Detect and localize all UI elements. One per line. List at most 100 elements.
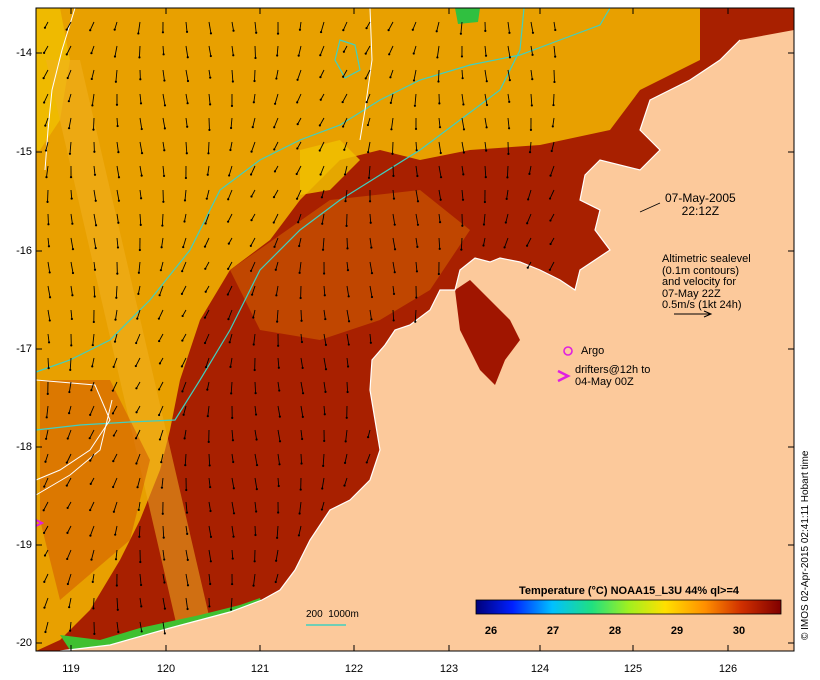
velocity-arrow-head (255, 510, 258, 513)
velocity-arrow-head (415, 149, 418, 152)
velocity-arrow (162, 69, 165, 81)
velocity-arrow (526, 237, 532, 246)
velocity-arrow-head (276, 32, 280, 35)
velocity-arrow (415, 213, 419, 225)
velocity-arrow-head (157, 317, 160, 320)
velocity-arrow-head (460, 55, 464, 58)
velocity-arrow (323, 381, 326, 392)
velocity-arrow-head (300, 462, 303, 465)
velocity-arrow-head (438, 126, 442, 129)
velocity-arrow-head (113, 55, 117, 58)
velocity-arrow (185, 69, 189, 82)
velocity-arrow (365, 69, 371, 79)
velocity-arrow-head (91, 343, 94, 347)
velocity-arrow (392, 237, 396, 250)
velocity-arrow-head (204, 365, 208, 369)
velocity-arrow-head (139, 560, 142, 564)
velocity-arrow-head (89, 413, 92, 416)
axis-ticks (36, 8, 794, 651)
bathymetry-contour-200m (35, 7, 525, 431)
velocity-arrow-head (65, 53, 68, 56)
velocity-arrow-head (439, 176, 443, 179)
velocity-arrow (413, 69, 417, 81)
velocity-arrow-head (255, 31, 258, 34)
velocity-arrow (67, 69, 72, 79)
velocity-arrow (135, 429, 141, 439)
velocity-arrow (483, 237, 486, 246)
velocity-arrow-head (136, 317, 139, 320)
velocity-arrow (415, 165, 418, 177)
velocity-arrow-head (181, 270, 184, 273)
velocity-arrow-head (67, 127, 71, 130)
velocity-arrow (162, 525, 165, 538)
transition-region (40, 380, 150, 600)
velocity-arrow-head (438, 247, 441, 250)
velocity-arrow (136, 309, 141, 319)
velocity-arrow (208, 21, 212, 34)
velocity-arrow (68, 597, 72, 608)
date-leader-line (639, 202, 661, 213)
velocity-arrow (229, 333, 233, 343)
velocity-arrow (530, 69, 533, 80)
velocity-arrow (91, 549, 95, 560)
velocity-arrow-head (182, 413, 185, 416)
velocity-arrow (461, 189, 464, 200)
velocity-arrow (208, 501, 211, 512)
velocity-arrow-head (552, 103, 555, 107)
velocity-arrow-head (66, 437, 69, 440)
velocity-arrow-head (347, 343, 350, 346)
velocity-arrow (135, 357, 141, 367)
velocity-arrow-head (116, 124, 119, 128)
velocity-arrow-head (42, 509, 45, 512)
velocity-arrow (484, 165, 487, 178)
velocity-arrow (549, 261, 555, 271)
velocity-arrow-head (116, 272, 119, 275)
velocity-arrow (89, 429, 95, 439)
velocity-arrow (277, 429, 281, 442)
velocity-arrow (185, 525, 188, 534)
velocity-arrow-head (365, 461, 368, 464)
velocity-arrow-head (459, 32, 462, 35)
velocity-arrow (388, 45, 394, 55)
velocity-arrow-head (183, 199, 187, 202)
velocity-arrow (300, 453, 302, 464)
velocity-arrow-head (324, 343, 328, 346)
velocity-arrow (70, 285, 73, 296)
velocity-arrow-head (66, 531, 69, 534)
velocity-arrow (67, 525, 72, 534)
velocity-arrow-head (324, 390, 327, 393)
velocity-arrow (299, 501, 302, 514)
velocity-arrow-head (42, 51, 46, 54)
velocity-arrow-head (232, 29, 235, 32)
velocity-arrow (392, 261, 396, 273)
velocity-arrow (436, 45, 440, 58)
velocity-arrow (136, 381, 141, 389)
velocity-arrow-head (203, 316, 207, 319)
velocity-arrow (46, 405, 49, 418)
velocity-arrow (344, 453, 348, 464)
velocity-arrow-head (185, 511, 189, 514)
velocity-arrow-head (296, 101, 299, 104)
velocity-arrow-head (369, 221, 372, 224)
velocity-arrow-head (299, 296, 302, 300)
velocity-arrow (231, 429, 234, 441)
velocity-arrow (530, 21, 534, 33)
velocity-arrow (45, 621, 49, 633)
velocity-arrow (323, 357, 327, 370)
velocity-arrow (181, 381, 187, 392)
sealevel-contour (359, 7, 373, 141)
cool-water-region (36, 8, 700, 651)
velocity-arrow (138, 501, 141, 510)
velocity-arrow-head (91, 104, 94, 107)
velocity-arrow-head (47, 366, 50, 370)
velocity-arrow-head (70, 344, 73, 347)
velocity-arrow-head (112, 460, 115, 463)
velocity-arrow (344, 477, 348, 486)
velocity-arrow (43, 477, 49, 487)
velocity-arrow-head (229, 126, 233, 130)
velocity-arrow-head (277, 484, 280, 488)
velocity-arrow-head (299, 488, 302, 491)
velocity-arrow-head (227, 318, 230, 321)
velocity-arrow-head (111, 389, 114, 392)
velocity-arrow (184, 429, 187, 439)
